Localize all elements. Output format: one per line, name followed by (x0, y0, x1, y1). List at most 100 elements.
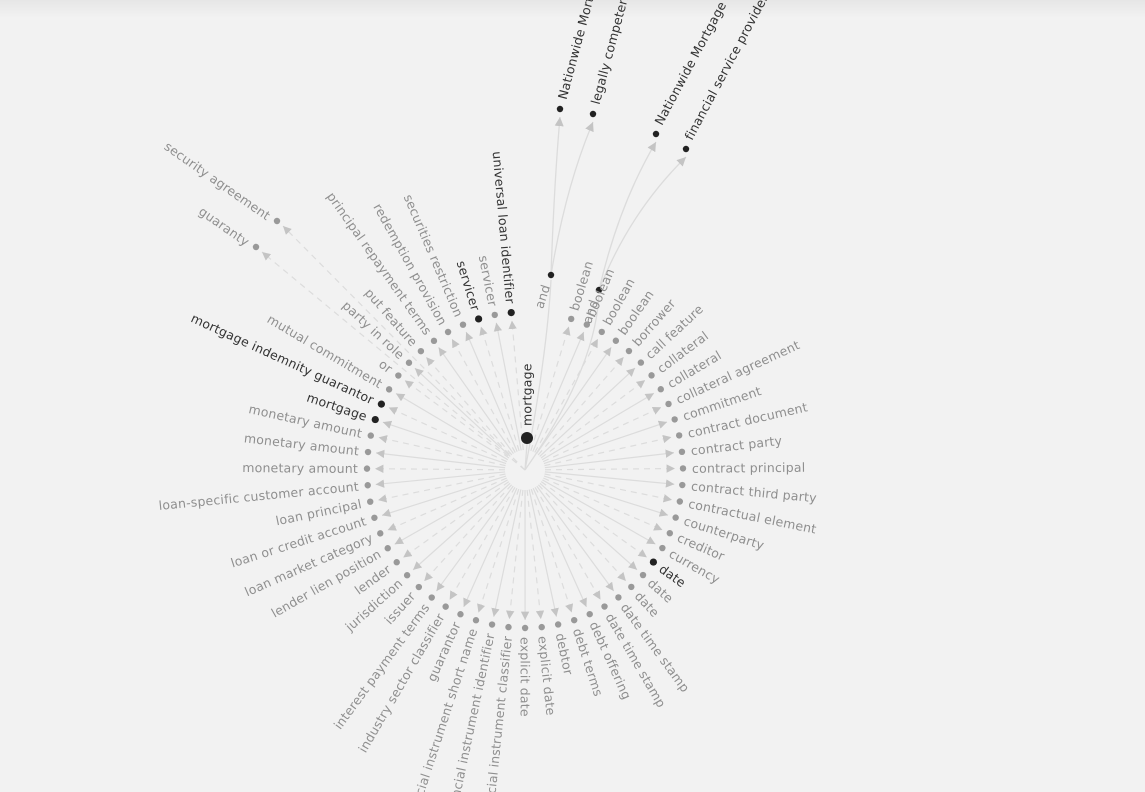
leaf-date-20-edge (538, 484, 627, 582)
leaf-contract-document-10-node[interactable] (675, 432, 683, 439)
leaf-loan-specific-customer-account-41-node[interactable] (364, 482, 371, 489)
leaf-monetary-amount-43-edge (375, 449, 506, 469)
labels-layer: booleanbooleanbooleanbooleanborrowercall… (158, 0, 818, 792)
leaf-monetary-amount-44-node[interactable] (367, 432, 374, 439)
far-financial-service-provider-3-node[interactable] (682, 145, 690, 153)
far-nationwide-mortgage-2-label[interactable]: Nationwide Mortgage (651, 0, 729, 128)
leaf-boolean-0-node[interactable] (567, 315, 575, 323)
outer-security-agreement-edge (282, 225, 526, 471)
far-nationwide-mortgage-0-node[interactable] (556, 105, 564, 113)
leaf-date-time-stamp-21-node[interactable] (615, 594, 622, 601)
leaf-collateral-agreement-8-edge (542, 406, 662, 463)
leaf-lender-36-node[interactable] (393, 559, 400, 566)
leaf-securities-restriction-53-edge (465, 331, 518, 452)
leaf-boolean-3-node[interactable] (612, 337, 620, 344)
far-nationwide-mortgage-2-node[interactable] (652, 130, 660, 138)
leaf-date-time-stamp-22-node[interactable] (601, 603, 608, 610)
intermediate-and2-node[interactable] (595, 286, 603, 294)
leaf-financial-instrument-identifier-29-node[interactable] (488, 621, 496, 628)
leaf-currency-17-edge (542, 479, 656, 545)
intermediate-and2-edge (524, 294, 600, 471)
far-financial-service-provider-3-label[interactable]: financial service provider (681, 0, 771, 143)
leaf-date-19-node[interactable] (639, 571, 647, 579)
outer-security-agreement-label[interactable]: security agreement (161, 139, 273, 224)
leaf-securities-restriction-53-node[interactable] (459, 321, 467, 328)
leaf-financial-instrument-classifier-28-node[interactable] (505, 623, 512, 631)
leaf-guarantor-31-node[interactable] (457, 611, 464, 618)
leaf-lender-lien-position-37-edge (394, 479, 508, 545)
leaf-boolean-1-node[interactable] (583, 321, 591, 328)
leaf-put-feature-50-node[interactable] (417, 347, 425, 355)
leaf-mortgage-45-node[interactable] (371, 415, 379, 424)
outer-guaranty-node[interactable] (252, 243, 260, 251)
intermediate-and1-node[interactable] (547, 271, 555, 279)
leaf-commitment-9-node[interactable] (671, 416, 678, 423)
leaf-boolean-2-node[interactable] (598, 328, 605, 336)
leaf-collateral-6-node[interactable] (648, 372, 655, 379)
leaf-contract-third-party-13-node[interactable] (679, 481, 686, 489)
leaf-issuer-34-node[interactable] (415, 583, 423, 591)
leaf-or-48-edge (404, 379, 510, 459)
leaf-interest-payment-terms-33-node[interactable] (428, 594, 435, 601)
leaf-date-time-stamp-22-edge (534, 486, 602, 600)
leaf-call-feature-5-node[interactable] (637, 359, 645, 366)
leaf-explicit-date-26-label[interactable]: explicit date (535, 635, 558, 716)
leaf-servicer-55-node[interactable] (491, 311, 498, 319)
center-edge (524, 443, 528, 471)
leaf-explicit-date-27-node[interactable] (521, 624, 529, 632)
leaf-contract-party-11-node[interactable] (678, 448, 686, 456)
leaf-debt-offering-23-node[interactable] (586, 610, 593, 618)
leaf-universal-loan-identifier-56-node[interactable] (507, 309, 515, 317)
leaf-put-feature-50-edge (425, 356, 513, 456)
leaf-lender-lien-position-37-node[interactable] (384, 545, 391, 552)
leaf-loan-principal-40-node[interactable] (367, 498, 374, 505)
leaf-jurisdiction-35-node[interactable] (403, 572, 411, 579)
leaf-servicer-54-edge (479, 326, 520, 452)
far-legally-competent-1-label[interactable]: legally competent (588, 0, 633, 106)
leaf-debt-terms-24-node[interactable] (570, 616, 578, 624)
leaf-date-18-node[interactable] (649, 558, 658, 566)
leaf-monetary-amount-42-node[interactable] (363, 465, 371, 472)
leaf-principal-repayment-terms-51-node[interactable] (430, 337, 438, 345)
leaf-interest-payment-terms-33-edge (435, 485, 514, 592)
leaf-mutual-commitment-47-node[interactable] (385, 386, 393, 393)
leaf-creditor-16-node[interactable] (666, 529, 674, 537)
intermediate-and1-label[interactable]: and (531, 283, 553, 311)
leaf-explicit-date-27-label[interactable]: explicit date (518, 637, 533, 717)
leaf-contract-principal-12-label[interactable]: contract principal (692, 460, 806, 476)
outer-guaranty-edge (261, 251, 526, 471)
leaf-contract-party-11-edge (544, 449, 675, 469)
leaf-mutual-commitment-47-edge (395, 392, 509, 461)
leaf-contractual-element-14-node[interactable] (676, 498, 684, 505)
center-node-mortgage[interactable] (521, 432, 533, 444)
outer-security-agreement-node[interactable] (273, 217, 281, 225)
leaf-date-20-node[interactable] (628, 583, 635, 591)
leaf-collateral-7-node[interactable] (657, 386, 664, 393)
leaf-explicit-date-26-node[interactable] (538, 623, 545, 631)
outer-guaranty-label[interactable]: guaranty (196, 204, 253, 250)
leaf-monetary-amount-42-label[interactable]: monetary amount (242, 460, 358, 476)
leaf-contract-principal-12-node[interactable] (679, 465, 687, 472)
leaf-financial-instrument-short-name-30-node[interactable] (472, 617, 480, 624)
leaf-debt-offering-23-edge (532, 487, 587, 608)
intermediate-and2-label[interactable]: and (579, 298, 601, 326)
leaf-debtor-25-node[interactable] (554, 621, 562, 628)
leaf-redemption-provision-52-node[interactable] (444, 328, 452, 336)
leaf-collateral-agreement-8-node[interactable] (665, 400, 672, 408)
leaf-mortgage-indemnity-guarantor-46-node[interactable] (377, 400, 385, 408)
leaf-or-48-node[interactable] (395, 372, 402, 379)
leaf-party-in-role-49-node[interactable] (405, 359, 413, 366)
leaf-monetary-amount-43-node[interactable] (364, 448, 372, 456)
leaf-borrower-4-node[interactable] (625, 347, 633, 355)
leaf-servicer-54-node[interactable] (475, 315, 483, 323)
leaf-currency-17-node[interactable] (659, 544, 666, 552)
leaf-debtor-25-edge (528, 489, 559, 617)
leaf-loan-market-category-38-node[interactable] (377, 530, 384, 537)
center-node-label[interactable]: mortgage (520, 363, 535, 426)
leaf-industry-sector-classifier-32-node[interactable] (442, 603, 449, 610)
leaf-or-48-label[interactable]: or (376, 356, 396, 376)
far-legally-competent-1-node[interactable] (589, 110, 597, 118)
leaf-loan-or-credit-account-39-node[interactable] (371, 514, 378, 521)
leaf-counterparty-15-node[interactable] (672, 514, 679, 521)
